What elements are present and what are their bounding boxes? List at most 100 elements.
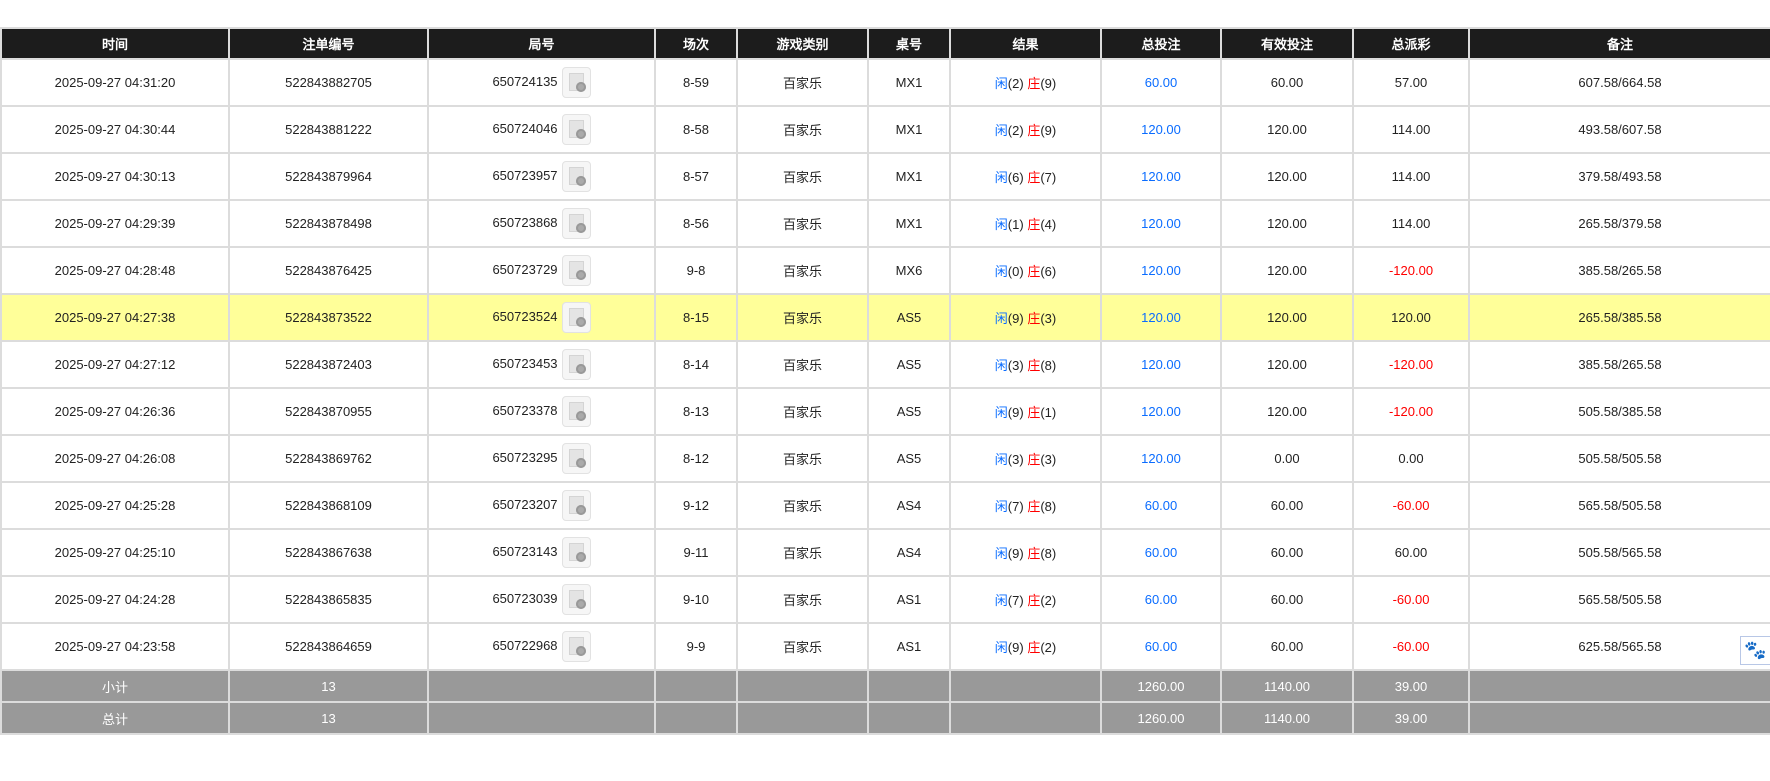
banker-label: 庄 — [1027, 123, 1041, 138]
video-replay-icon[interactable] — [561, 67, 591, 98]
time-cell: 2025-09-27 04:25:10 — [0, 528, 230, 577]
table-cell: MX1 — [867, 105, 951, 154]
round-number: 650723143 — [492, 543, 558, 559]
video-replay-icon[interactable] — [561, 584, 591, 615]
video-replay-icon[interactable] — [561, 490, 591, 521]
total-bet-cell: 120.00 — [1100, 387, 1222, 436]
video-replay-icon[interactable] — [561, 208, 591, 239]
player-score: (3) — [1007, 358, 1024, 373]
game-cell: 百家乐 — [736, 340, 869, 389]
time-cell: 2025-09-27 04:27:38 — [0, 293, 230, 342]
header-total-bet: 总投注 — [1100, 27, 1222, 60]
summary-total-bet: 1260.00 — [1100, 701, 1222, 735]
video-replay-icon[interactable] — [561, 631, 591, 662]
payout-cell: -60.00 — [1352, 575, 1470, 624]
round-number: 650723207 — [492, 496, 558, 512]
round-cell: 650723039 — [427, 575, 656, 624]
video-replay-icon[interactable] — [561, 114, 591, 145]
time-cell: 2025-09-27 04:24:28 — [0, 575, 230, 624]
round-number: 650723868 — [492, 214, 558, 230]
summary-payout: 39.00 — [1352, 669, 1470, 703]
time-cell: 2025-09-27 04:27:12 — [0, 340, 230, 389]
player-label: 闲 — [994, 76, 1008, 91]
valid-bet-cell: 120.00 — [1220, 105, 1354, 154]
player-label: 闲 — [994, 546, 1008, 561]
round-cell: 650723207 — [427, 481, 656, 530]
paw-icon[interactable]: 🐾 — [1740, 636, 1770, 665]
banker-score: (9) — [1040, 123, 1057, 138]
payout-cell: 114.00 — [1352, 199, 1470, 248]
video-replay-icon[interactable] — [561, 443, 591, 474]
bet-id-cell: 522843869762 — [228, 434, 429, 483]
bet-id-cell: 522843865835 — [228, 575, 429, 624]
video-replay-icon[interactable] — [561, 302, 591, 333]
banker-label: 庄 — [1027, 170, 1041, 185]
player-label: 闲 — [994, 405, 1008, 420]
result-cell: 闲(2) 庄(9) — [949, 105, 1102, 154]
banker-label: 庄 — [1027, 405, 1041, 420]
result-cell: 闲(7) 庄(8) — [949, 481, 1102, 530]
game-cell: 百家乐 — [736, 622, 869, 671]
result-cell: 闲(3) 庄(8) — [949, 340, 1102, 389]
header-valid-bet: 有效投注 — [1220, 27, 1354, 60]
note-cell: 265.58/379.58 — [1468, 199, 1770, 248]
video-replay-icon[interactable] — [561, 349, 591, 380]
round-cell: 650723524 — [427, 293, 656, 342]
valid-bet-cell: 60.00 — [1220, 575, 1354, 624]
bet-id-cell: 522843870955 — [228, 387, 429, 436]
player-label: 闲 — [994, 593, 1008, 608]
result-cell: 闲(9) 庄(8) — [949, 528, 1102, 577]
video-replay-icon[interactable] — [561, 255, 591, 286]
table-cell: MX1 — [867, 199, 951, 248]
round-number: 650723729 — [492, 261, 558, 277]
payout-cell: 114.00 — [1352, 152, 1470, 201]
shoe-cell: 9-8 — [654, 246, 738, 295]
header-note: 备注 — [1468, 27, 1770, 60]
round-cell: 650723453 — [427, 340, 656, 389]
summary-valid-bet: 1140.00 — [1220, 701, 1354, 735]
valid-bet-cell: 120.00 — [1220, 340, 1354, 389]
empty-cell — [867, 669, 951, 703]
time-cell: 2025-09-27 04:31:20 — [0, 58, 230, 107]
video-replay-icon[interactable] — [561, 161, 591, 192]
game-cell: 百家乐 — [736, 528, 869, 577]
table-row: 2025-09-27 04:30:44 522843881222 650724046… — [0, 105, 1770, 154]
empty-cell — [427, 701, 656, 735]
banker-score: (4) — [1040, 217, 1057, 232]
player-label: 闲 — [994, 452, 1008, 467]
banker-score: (8) — [1040, 546, 1057, 561]
game-cell: 百家乐 — [736, 387, 869, 436]
banker-label: 庄 — [1027, 217, 1041, 232]
round-cell: 650722968 — [427, 622, 656, 671]
payout-cell: 120.00 — [1352, 293, 1470, 342]
banker-score: (3) — [1040, 311, 1057, 326]
note-cell: 385.58/265.58 — [1468, 340, 1770, 389]
round-cell: 650723295 — [427, 434, 656, 483]
video-replay-icon[interactable] — [561, 396, 591, 427]
round-number: 650724135 — [492, 73, 558, 89]
payout-cell: 60.00 — [1352, 528, 1470, 577]
table-row: 2025-09-27 04:31:20 522843882705 650724135… — [0, 58, 1770, 107]
banker-label: 庄 — [1027, 76, 1041, 91]
payout-cell: 114.00 — [1352, 105, 1470, 154]
round-number: 650723957 — [492, 167, 558, 183]
valid-bet-cell: 0.00 — [1220, 434, 1354, 483]
player-score: (9) — [1007, 311, 1024, 326]
result-cell: 闲(0) 庄(6) — [949, 246, 1102, 295]
banker-label: 庄 — [1027, 640, 1041, 655]
player-label: 闲 — [994, 123, 1008, 138]
table-row: 2025-09-27 04:27:38 522843873522 650723524… — [0, 293, 1770, 342]
player-score: (6) — [1007, 170, 1024, 185]
bet-id-cell: 522843864659 — [228, 622, 429, 671]
valid-bet-cell: 120.00 — [1220, 246, 1354, 295]
time-cell: 2025-09-27 04:25:28 — [0, 481, 230, 530]
game-cell: 百家乐 — [736, 434, 869, 483]
time-cell: 2025-09-27 04:26:08 — [0, 434, 230, 483]
table-row: 2025-09-27 04:25:28 522843868109 650723207… — [0, 481, 1770, 530]
video-replay-icon[interactable] — [561, 537, 591, 568]
shoe-cell: 9-10 — [654, 575, 738, 624]
header-game: 游戏类别 — [736, 27, 869, 60]
grand-total-row: 总计 13 1260.00 1140.00 39.00 — [0, 701, 1770, 735]
bet-id-cell: 522843878498 — [228, 199, 429, 248]
time-cell: 2025-09-27 04:30:13 — [0, 152, 230, 201]
